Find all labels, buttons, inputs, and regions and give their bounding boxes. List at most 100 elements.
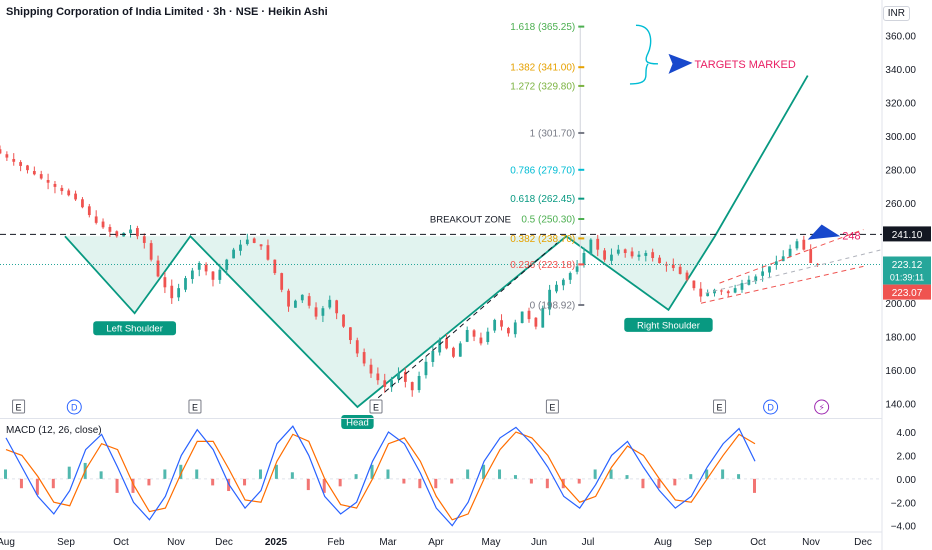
inverse-hs-fill	[64, 236, 715, 407]
channel-upper	[719, 229, 864, 284]
candle-body	[177, 288, 181, 298]
macd-histogram-bar	[370, 464, 374, 479]
candle-body	[795, 241, 799, 249]
candle-body	[190, 270, 194, 280]
macd-histogram-bar	[99, 471, 103, 479]
last-price-tag-bg	[883, 256, 931, 285]
price-tick-label: 160.00	[885, 366, 916, 377]
time-tick-label: Sep	[57, 537, 75, 548]
candle-body	[376, 373, 380, 381]
pattern-label: Right Shoulder	[637, 320, 700, 331]
candle-body	[520, 311, 524, 324]
candle-body	[692, 280, 696, 289]
macd-title: MACD (12, 26, close)	[6, 425, 102, 436]
candle-body	[747, 279, 751, 285]
macd-tick-label: 2.00	[897, 451, 917, 462]
macd-histogram-bar	[689, 474, 693, 479]
candle-body	[142, 236, 146, 243]
macd-histogram-bar	[402, 478, 406, 484]
price-tick-label: 300.00	[885, 132, 916, 143]
candle-body	[26, 165, 29, 171]
target-248-arrow	[807, 224, 841, 240]
candle-body	[603, 250, 606, 260]
candle-body	[445, 338, 448, 349]
candle-body	[410, 382, 414, 391]
fib-level-label: 0 (198.92)	[530, 301, 576, 312]
time-tick-label: Jul	[582, 537, 595, 548]
time-tick-label: Mar	[379, 537, 397, 548]
last-price-tag-text: 223.12	[892, 260, 923, 271]
earnings-marker	[545, 399, 559, 414]
candle-body	[637, 254, 641, 257]
level-tag-bg	[883, 226, 931, 242]
candle-body	[555, 284, 558, 292]
macd-histogram-bar	[625, 475, 629, 479]
candle-body	[115, 231, 119, 237]
candle-body	[754, 276, 758, 282]
macd-histogram-bar	[163, 469, 167, 479]
time-tick-label: Nov	[167, 537, 185, 548]
earnings-marker	[12, 399, 26, 414]
macd-histogram-bar	[418, 478, 422, 489]
candle-body	[259, 244, 263, 247]
earnings-marker-label: E	[16, 403, 22, 413]
macd-histogram-bar	[641, 478, 645, 489]
candle-body	[802, 239, 806, 250]
candle-body	[685, 272, 689, 280]
candle-body	[740, 283, 744, 290]
target-248-label: 248	[842, 230, 860, 242]
fib-level-label: 1 (301.70)	[530, 128, 576, 139]
candle-body	[211, 271, 215, 280]
price-tick-label: 320.00	[885, 98, 916, 109]
candle-body	[108, 226, 112, 232]
price-tick-label: 140.00	[885, 400, 916, 411]
earnings-marker-label: E	[192, 403, 198, 413]
earnings-marker-label: E	[717, 403, 723, 413]
currency-badge[interactable]: INR	[882, 6, 910, 21]
candle-body	[774, 261, 778, 265]
candle-body	[644, 252, 648, 256]
macd-histogram-bar	[19, 478, 23, 489]
fib-level-label: 1.618 (365.25)	[510, 22, 575, 33]
split-marker	[814, 399, 830, 415]
price-countdown: 01:39:11	[890, 273, 924, 283]
macd-histogram-bar	[243, 478, 247, 486]
macd-histogram-bar	[306, 478, 310, 491]
candle-body	[561, 279, 565, 286]
candle-body	[575, 266, 579, 272]
time-tick-label: 2025	[265, 537, 288, 548]
channel-mid	[705, 249, 883, 294]
candle-body	[671, 264, 675, 269]
targets-marked-label: TARGETS MARKED	[695, 59, 796, 71]
candle-body	[335, 300, 339, 314]
candle-body	[266, 245, 270, 260]
macd-histogram-bar	[338, 478, 342, 487]
macd-histogram-bar	[753, 478, 756, 493]
dividend-marker-label: D	[767, 403, 774, 413]
candle-body	[733, 288, 737, 293]
macd-histogram-bar	[609, 469, 613, 479]
candle-body	[548, 289, 552, 310]
macd-histogram-bar	[322, 478, 326, 493]
pattern-label: Head	[346, 417, 369, 428]
candle-body	[197, 263, 201, 270]
breakout-zone-label: BREAKOUT ZONE	[430, 215, 511, 226]
price-tick-label: 200.00	[885, 299, 916, 310]
price-tick-label: 360.00	[885, 31, 916, 42]
candle-body	[129, 229, 132, 234]
fib-level-label: 1.382 (341.00)	[510, 63, 575, 74]
macd-histogram-bar	[593, 469, 597, 479]
time-tick-label: Apr	[428, 537, 444, 548]
macd-histogram-bar	[147, 478, 151, 486]
candle-body	[32, 171, 36, 175]
candle-body	[307, 296, 311, 306]
chart-title: Shipping Corporation of India Limited · …	[6, 6, 328, 18]
macd-histogram-bar	[354, 474, 358, 479]
candle-body	[403, 371, 407, 382]
candle-body	[761, 271, 764, 276]
candle-body	[630, 251, 634, 257]
macd-tick-label: −2.00	[891, 498, 917, 509]
macd-histogram-bar	[657, 478, 661, 489]
